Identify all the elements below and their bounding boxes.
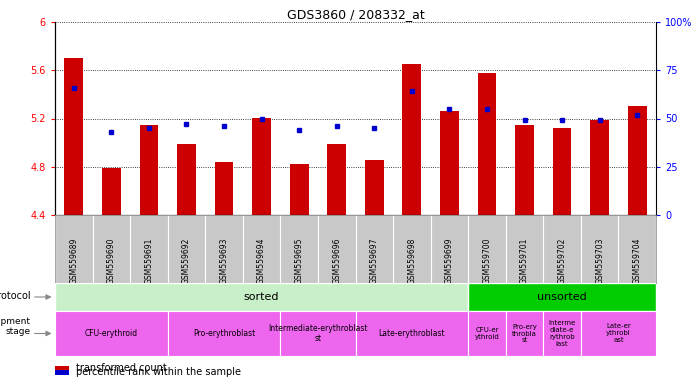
Bar (468, 283, 656, 311)
Bar (402, 64, 422, 215)
Bar (55, 366, 68, 370)
Bar (140, 124, 158, 215)
Text: Late-er
ythrobl
ast: Late-er ythrobl ast (606, 323, 631, 344)
Bar (102, 168, 121, 215)
Title: GDS3860 / 208332_at: GDS3860 / 208332_at (287, 8, 424, 21)
Text: development stage: development stage (0, 317, 30, 336)
Text: Pro-erythroblast: Pro-erythroblast (193, 329, 255, 338)
Text: transformed count: transformed count (76, 362, 167, 372)
Bar (215, 162, 234, 215)
Text: unsorted: unsorted (537, 292, 587, 302)
Bar (355, 311, 468, 356)
Bar (590, 120, 609, 215)
Text: Intermediate-erythroblast
st: Intermediate-erythroblast st (268, 324, 368, 343)
Bar (440, 111, 459, 215)
Bar (515, 124, 534, 215)
Bar (468, 311, 506, 356)
Bar (55, 311, 168, 356)
Bar (328, 144, 346, 215)
Bar (477, 73, 496, 215)
Bar (281, 311, 355, 356)
Bar (64, 58, 83, 215)
Bar (365, 159, 384, 215)
Bar (506, 311, 543, 356)
Text: sorted: sorted (244, 292, 279, 302)
Text: protocol: protocol (0, 291, 30, 301)
Bar (553, 128, 571, 215)
Text: Interme
diate-e
rythrob
last: Interme diate-e rythrob last (549, 320, 576, 347)
Bar (55, 283, 468, 311)
Bar (168, 311, 281, 356)
Bar (543, 311, 581, 356)
Text: percentile rank within the sample: percentile rank within the sample (76, 367, 241, 377)
Bar (290, 164, 309, 215)
Bar (581, 311, 656, 356)
Bar (177, 144, 196, 215)
Text: CFU-erythroid: CFU-erythroid (85, 329, 138, 338)
Text: Late-erythroblast: Late-erythroblast (379, 329, 445, 338)
Bar (55, 370, 68, 374)
Bar (252, 119, 271, 215)
Text: Pro-ery
throbla
st: Pro-ery throbla st (512, 323, 537, 344)
Bar (628, 106, 647, 215)
Text: CFU-er
ythroid: CFU-er ythroid (475, 327, 500, 340)
